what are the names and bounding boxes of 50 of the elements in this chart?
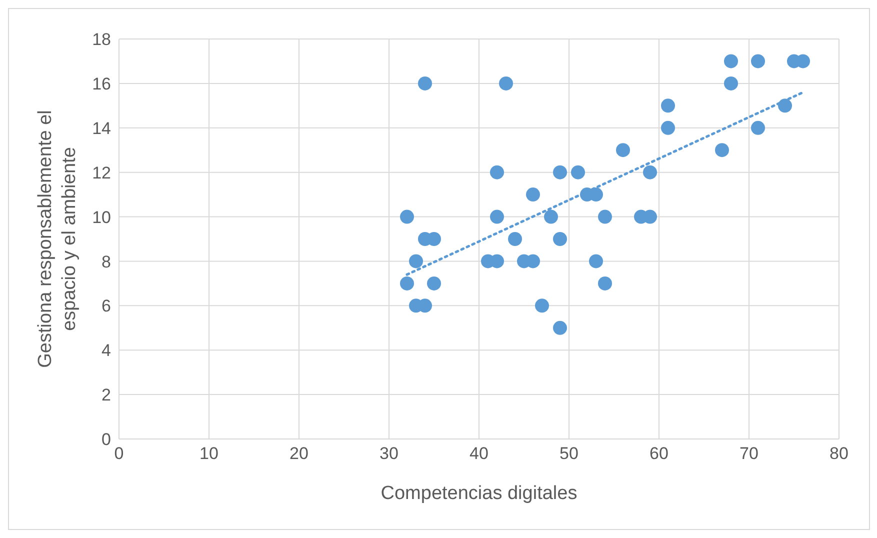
point <box>553 165 567 180</box>
point <box>400 276 414 290</box>
point <box>598 210 612 224</box>
point <box>526 188 540 202</box>
y-tick-label: 10 <box>92 208 111 227</box>
point <box>643 165 657 180</box>
y-axis-title: Gestiona responsablemente el espacio y el ambiente <box>35 110 80 368</box>
x-tick-label: 20 <box>290 444 308 464</box>
point <box>400 210 414 224</box>
x-tick-label: 80 <box>830 444 848 464</box>
y-tick-label: 14 <box>92 118 111 138</box>
point <box>661 98 675 113</box>
point <box>661 120 675 135</box>
point <box>616 143 630 158</box>
point <box>598 276 612 290</box>
point <box>589 254 603 268</box>
x-tick-label: 50 <box>560 444 578 464</box>
y-tick-label: 16 <box>92 74 111 94</box>
x-axis-title: Competencias digitales <box>380 483 578 504</box>
point <box>490 210 504 224</box>
x-tick-label: 70 <box>740 444 758 464</box>
x-tick-label: 0 <box>114 444 124 464</box>
point <box>724 76 738 90</box>
point <box>535 298 549 313</box>
y-tick-label: 12 <box>92 163 111 182</box>
y-tick-label: 2 <box>102 386 111 405</box>
point <box>553 232 567 246</box>
point <box>490 165 504 180</box>
point <box>508 232 522 246</box>
point <box>409 254 423 268</box>
point <box>778 98 792 113</box>
point <box>724 54 738 68</box>
y-tick-label: 4 <box>102 341 111 360</box>
x-tick-label: 60 <box>650 444 668 464</box>
point <box>715 143 729 158</box>
point <box>553 320 567 335</box>
y-tick-label: 18 <box>92 30 111 50</box>
point <box>751 54 765 68</box>
point <box>427 276 441 290</box>
y-tick-label: 8 <box>102 252 111 272</box>
point <box>544 210 558 224</box>
y-tick-label: 6 <box>102 296 111 316</box>
y-tick-label: 0 <box>102 430 111 450</box>
x-tick-label: 30 <box>380 444 398 464</box>
x-tick-label: 10 <box>200 444 218 464</box>
point <box>751 120 765 135</box>
point <box>418 76 432 90</box>
x-tick-label: 40 <box>470 444 488 464</box>
point <box>499 76 513 90</box>
point <box>571 165 585 180</box>
